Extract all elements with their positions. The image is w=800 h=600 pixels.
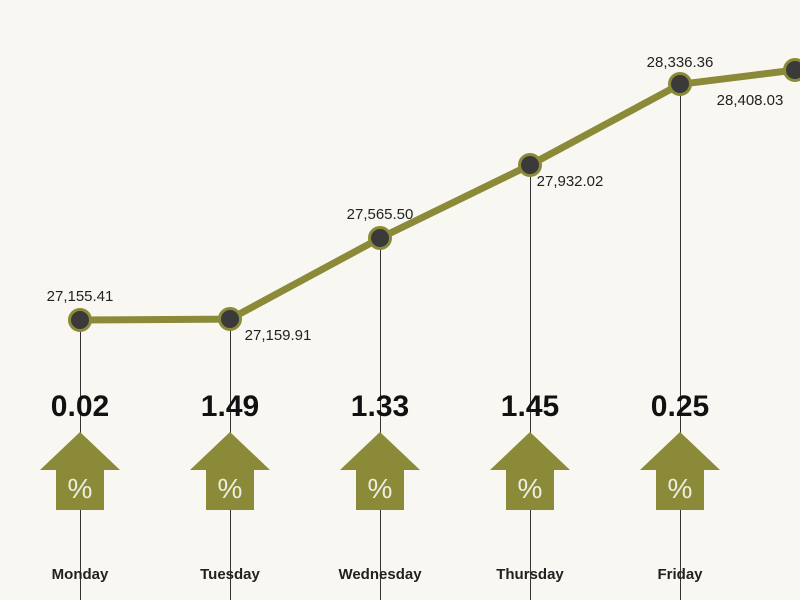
value-label: 28,336.36 (647, 54, 714, 71)
value-label: 27,155.41 (47, 288, 114, 305)
data-marker (218, 307, 242, 331)
data-marker (68, 308, 92, 332)
weekly-index-chart: 27,155.410.02%Monday27,159.911.49%Tuesda… (0, 0, 800, 600)
value-label: 27,565.50 (347, 206, 414, 223)
value-label: 27,932.02 (537, 173, 604, 190)
data-marker (368, 226, 392, 250)
data-marker-final (783, 58, 800, 82)
value-label: 27,159.91 (245, 327, 312, 344)
value-label-final: 28,408.03 (717, 92, 784, 109)
data-marker (668, 72, 692, 96)
